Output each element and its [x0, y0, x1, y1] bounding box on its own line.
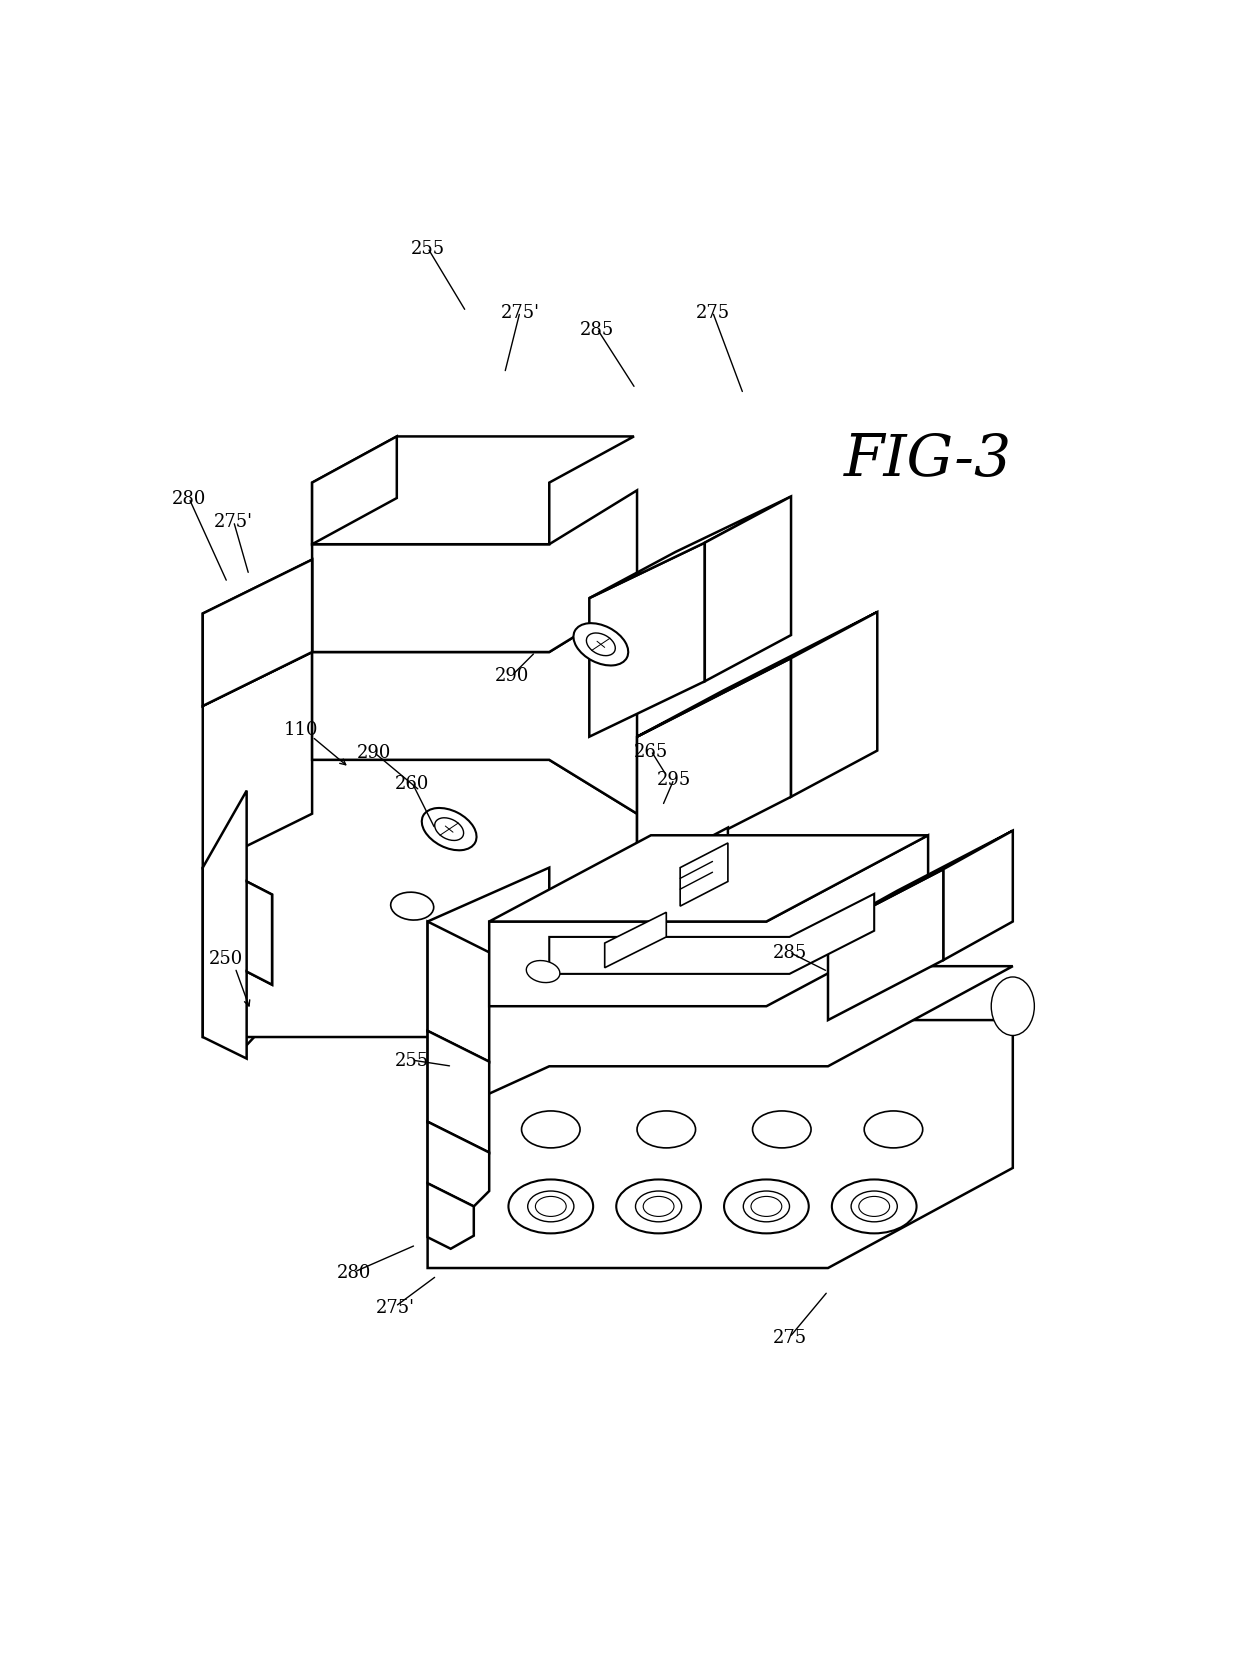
- Polygon shape: [428, 1021, 1013, 1268]
- Text: 110: 110: [283, 720, 317, 738]
- Polygon shape: [312, 492, 637, 652]
- Polygon shape: [203, 561, 312, 707]
- Text: 290: 290: [495, 667, 529, 685]
- Text: 255: 255: [410, 240, 445, 258]
- Polygon shape: [312, 437, 397, 544]
- Polygon shape: [589, 543, 704, 736]
- Polygon shape: [203, 652, 312, 869]
- Ellipse shape: [522, 1111, 580, 1149]
- Text: 275: 275: [696, 303, 729, 321]
- Ellipse shape: [528, 1192, 574, 1221]
- Ellipse shape: [391, 892, 434, 920]
- Text: 265: 265: [634, 741, 668, 760]
- Polygon shape: [944, 831, 1013, 960]
- Polygon shape: [589, 496, 791, 599]
- Polygon shape: [203, 760, 637, 1038]
- Text: 275: 275: [773, 1329, 806, 1347]
- Ellipse shape: [724, 1180, 808, 1233]
- Polygon shape: [704, 496, 791, 682]
- Polygon shape: [791, 612, 877, 798]
- Polygon shape: [428, 967, 1013, 1122]
- Text: 250: 250: [208, 950, 243, 968]
- Ellipse shape: [644, 1197, 675, 1216]
- Polygon shape: [828, 869, 944, 1021]
- Polygon shape: [637, 828, 728, 937]
- Ellipse shape: [526, 962, 560, 983]
- Polygon shape: [215, 563, 683, 1051]
- Text: 280: 280: [171, 490, 206, 508]
- Text: 285: 285: [773, 943, 807, 962]
- Polygon shape: [605, 912, 666, 968]
- Ellipse shape: [616, 1180, 701, 1233]
- Ellipse shape: [743, 1192, 790, 1221]
- Ellipse shape: [637, 1111, 696, 1149]
- Ellipse shape: [573, 624, 629, 665]
- Ellipse shape: [508, 1180, 593, 1233]
- Polygon shape: [549, 894, 874, 975]
- Polygon shape: [203, 791, 272, 1059]
- Polygon shape: [428, 922, 490, 1063]
- Polygon shape: [490, 836, 928, 1006]
- Ellipse shape: [851, 1192, 898, 1221]
- Ellipse shape: [635, 1192, 682, 1221]
- Polygon shape: [681, 844, 728, 907]
- Polygon shape: [312, 437, 634, 544]
- Polygon shape: [247, 882, 272, 985]
- Polygon shape: [828, 831, 1013, 930]
- Text: 295: 295: [657, 771, 691, 788]
- Text: 280: 280: [337, 1263, 372, 1281]
- Ellipse shape: [991, 978, 1034, 1036]
- Ellipse shape: [435, 818, 464, 841]
- Ellipse shape: [832, 1180, 916, 1233]
- Ellipse shape: [587, 634, 615, 657]
- Polygon shape: [637, 659, 791, 875]
- Text: 275': 275': [376, 1298, 414, 1316]
- Ellipse shape: [751, 1197, 781, 1216]
- Text: 275': 275': [501, 303, 539, 321]
- Ellipse shape: [864, 1111, 923, 1149]
- Polygon shape: [428, 869, 549, 1031]
- Ellipse shape: [422, 809, 476, 851]
- Polygon shape: [312, 599, 637, 814]
- Ellipse shape: [536, 1197, 567, 1216]
- Polygon shape: [428, 1122, 490, 1206]
- Text: 255: 255: [396, 1051, 429, 1069]
- Polygon shape: [203, 561, 312, 707]
- Text: FIG-3: FIG-3: [844, 432, 1012, 488]
- Ellipse shape: [859, 1197, 889, 1216]
- Text: 285: 285: [580, 321, 614, 338]
- Polygon shape: [428, 1183, 474, 1250]
- Text: 260: 260: [396, 775, 429, 793]
- Polygon shape: [637, 612, 877, 736]
- Text: 275': 275': [215, 513, 253, 531]
- Polygon shape: [428, 1031, 490, 1154]
- Ellipse shape: [753, 1111, 811, 1149]
- Text: 290: 290: [357, 743, 391, 761]
- Polygon shape: [490, 836, 928, 922]
